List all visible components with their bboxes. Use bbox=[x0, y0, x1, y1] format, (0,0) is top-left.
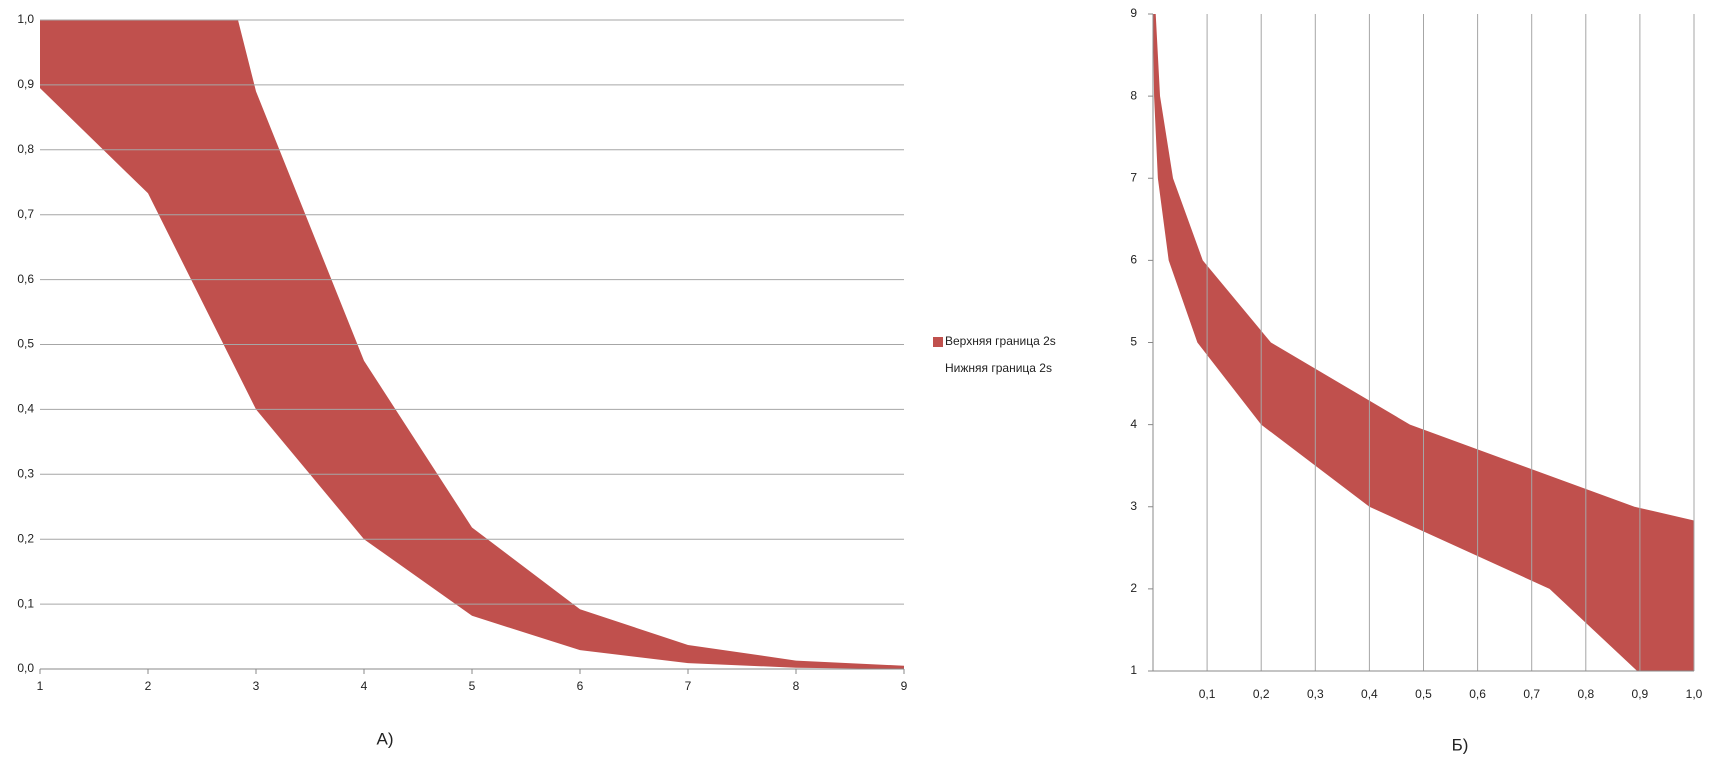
y-tick-label: 0,3 bbox=[17, 466, 34, 480]
y-tick-label: 1 bbox=[1130, 663, 1137, 677]
x-tick-label: 0,1 bbox=[1199, 687, 1216, 701]
x-tick-label: 0,7 bbox=[1523, 687, 1540, 701]
y-tick-label: 0,6 bbox=[17, 272, 34, 286]
x-tick-label: 0,4 bbox=[1361, 687, 1378, 701]
y-tick-label: 1,0 bbox=[17, 12, 34, 26]
plot-area bbox=[1153, 14, 1694, 671]
x-tick-label: 5 bbox=[469, 679, 476, 693]
y-tick-label: 5 bbox=[1130, 335, 1137, 349]
y-tick-label: 0,4 bbox=[17, 402, 34, 416]
y-tick-label: 0,2 bbox=[17, 531, 34, 545]
x-tick-label: 4 bbox=[361, 679, 368, 693]
x-tick-label: 3 bbox=[253, 679, 260, 693]
x-tick-label: 9 bbox=[901, 679, 908, 693]
plot-area bbox=[40, 20, 904, 669]
x-tick-label: 0,9 bbox=[1632, 687, 1649, 701]
x-tick-label: 2 bbox=[145, 679, 152, 693]
y-tick-label: 3 bbox=[1130, 499, 1137, 513]
y-tick-label: 0,5 bbox=[17, 337, 34, 351]
x-tick-label: 7 bbox=[685, 679, 692, 693]
x-tick-label: 1,0 bbox=[1686, 687, 1703, 701]
x-tick-label: 0,5 bbox=[1415, 687, 1432, 701]
x-tick-label: 0,3 bbox=[1307, 687, 1324, 701]
y-tick-label: 0,9 bbox=[17, 77, 34, 91]
legend-swatch bbox=[933, 337, 943, 347]
x-tick-label: 0,8 bbox=[1577, 687, 1594, 701]
y-tick-label: 0,7 bbox=[17, 207, 34, 221]
x-tick-label: 6 bbox=[577, 679, 584, 693]
y-tick-label: 0,0 bbox=[17, 661, 34, 675]
caption: А) bbox=[377, 729, 394, 748]
y-tick-label: 8 bbox=[1130, 88, 1137, 102]
area bbox=[40, 88, 904, 669]
y-tick-label: 2 bbox=[1130, 581, 1137, 595]
y-tick-label: 9 bbox=[1130, 6, 1137, 20]
caption: Б) bbox=[1452, 735, 1469, 754]
y-tick-label: 4 bbox=[1130, 417, 1137, 431]
y-tick-label: 7 bbox=[1130, 170, 1137, 184]
legend-swatch bbox=[933, 364, 943, 374]
y-tick-label: 0,8 bbox=[17, 142, 34, 156]
x-tick-label: 0,6 bbox=[1469, 687, 1486, 701]
x-tick-label: 8 bbox=[793, 679, 800, 693]
legend-label: Нижняя граница 2s bbox=[945, 361, 1052, 375]
x-tick-label: 0,2 bbox=[1253, 687, 1270, 701]
legend-label: Верхняя граница 2s bbox=[945, 334, 1056, 348]
y-tick-label: 6 bbox=[1130, 253, 1137, 267]
x-tick-label: 1 bbox=[37, 679, 44, 693]
y-tick-label: 0,1 bbox=[17, 596, 34, 610]
area bbox=[1153, 14, 1638, 671]
